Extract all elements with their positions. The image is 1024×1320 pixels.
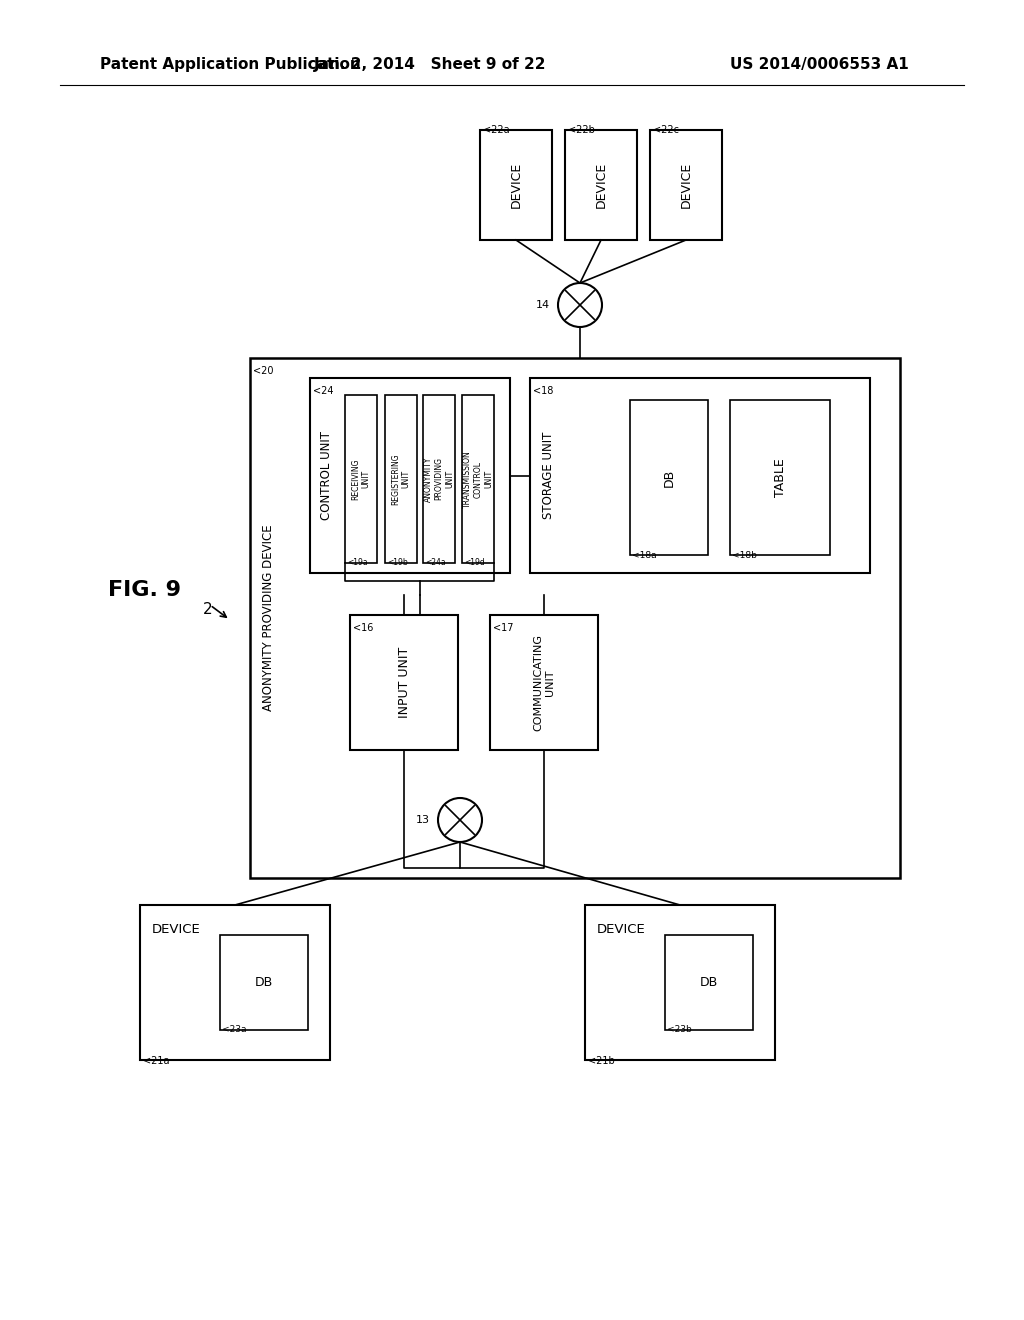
- Text: <24a: <24a: [425, 558, 445, 568]
- Text: Patent Application Publication: Patent Application Publication: [100, 58, 360, 73]
- Text: DB: DB: [699, 975, 718, 989]
- Bar: [650, 129, 722, 240]
- Text: TABLE: TABLE: [773, 458, 786, 496]
- Bar: [462, 395, 494, 564]
- Text: DEVICE: DEVICE: [680, 162, 692, 209]
- Text: INPUT UNIT: INPUT UNIT: [397, 647, 411, 718]
- Text: 14: 14: [536, 300, 550, 310]
- Text: <24: <24: [313, 385, 334, 396]
- Text: <22c: <22c: [653, 125, 679, 135]
- Bar: [310, 378, 510, 573]
- Text: RECEIVING
UNIT: RECEIVING UNIT: [351, 458, 371, 500]
- Bar: [423, 395, 455, 564]
- Text: DB: DB: [663, 469, 676, 487]
- Circle shape: [558, 282, 602, 327]
- Text: <20: <20: [253, 366, 273, 376]
- Bar: [480, 129, 552, 240]
- Text: <22b: <22b: [568, 125, 595, 135]
- Text: <16: <16: [353, 623, 374, 634]
- Text: <17: <17: [493, 623, 513, 634]
- Text: <18: <18: [534, 385, 553, 396]
- Text: FIG. 9: FIG. 9: [109, 579, 181, 601]
- Bar: [530, 378, 870, 573]
- Text: <21b: <21b: [588, 1056, 614, 1067]
- Text: <23b: <23b: [667, 1026, 692, 1034]
- Bar: [630, 400, 708, 554]
- Text: <21a: <21a: [143, 1056, 170, 1067]
- Text: ANONYMITY
PROVIDING
UNIT: ANONYMITY PROVIDING UNIT: [424, 457, 454, 502]
- Text: DEVICE: DEVICE: [510, 162, 522, 209]
- Text: <19d: <19d: [464, 558, 484, 568]
- Text: <18b: <18b: [732, 550, 757, 560]
- Text: 2: 2: [203, 602, 213, 618]
- Bar: [345, 395, 377, 564]
- Text: <19b: <19b: [387, 558, 408, 568]
- Bar: [585, 906, 775, 1060]
- Text: <23a: <23a: [222, 1026, 247, 1034]
- Circle shape: [438, 799, 482, 842]
- Text: DEVICE: DEVICE: [152, 923, 201, 936]
- Text: 13: 13: [416, 814, 430, 825]
- Text: Jan. 2, 2014   Sheet 9 of 22: Jan. 2, 2014 Sheet 9 of 22: [313, 58, 546, 73]
- Text: DEVICE: DEVICE: [597, 923, 646, 936]
- Text: <18a: <18a: [632, 550, 656, 560]
- Text: DEVICE: DEVICE: [595, 162, 607, 209]
- Bar: [565, 129, 637, 240]
- Bar: [490, 615, 598, 750]
- Text: STORAGE UNIT: STORAGE UNIT: [542, 432, 555, 519]
- Bar: [350, 615, 458, 750]
- Text: <22a: <22a: [483, 125, 510, 135]
- Bar: [665, 935, 753, 1030]
- Text: ANONYMITY PROVIDING DEVICE: ANONYMITY PROVIDING DEVICE: [261, 524, 274, 711]
- Bar: [385, 395, 417, 564]
- Text: US 2014/0006553 A1: US 2014/0006553 A1: [730, 58, 908, 73]
- Bar: [730, 400, 830, 554]
- Text: DB: DB: [255, 975, 273, 989]
- Text: COMMUNICATING
UNIT: COMMUNICATING UNIT: [534, 634, 555, 731]
- Text: CONTROL UNIT: CONTROL UNIT: [319, 432, 333, 520]
- Bar: [220, 935, 308, 1030]
- Text: REGISTERING
UNIT: REGISTERING UNIT: [391, 453, 411, 504]
- Text: <19a: <19a: [347, 558, 368, 568]
- Text: TRANSMISSION
CONTROL
UNIT: TRANSMISSION CONTROL UNIT: [463, 450, 493, 508]
- Bar: [250, 358, 900, 878]
- Bar: [140, 906, 330, 1060]
